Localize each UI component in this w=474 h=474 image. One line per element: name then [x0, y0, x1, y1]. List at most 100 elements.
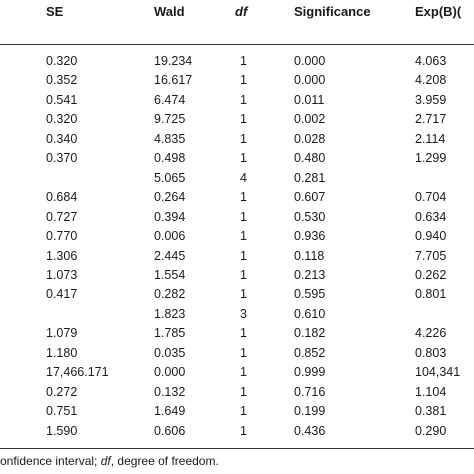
cell-se: 0.541	[46, 93, 78, 107]
cell-wald: 1.554	[154, 268, 186, 282]
header-expb: Exp(B)(	[415, 4, 462, 19]
cell-wald: 0.394	[154, 210, 186, 224]
cell-wald: 0.132	[154, 385, 186, 399]
cell-wald: 0.264	[154, 190, 186, 204]
cell-df: 1	[240, 210, 247, 224]
cell-wald: 9.725	[154, 112, 186, 126]
cell-df: 1	[240, 190, 247, 204]
cell-significance: 0.000	[294, 54, 326, 68]
cell-expb: 0.634	[415, 210, 447, 224]
cell-significance: 0.716	[294, 385, 326, 399]
cell-se: 1.590	[46, 424, 78, 438]
cell-df: 1	[240, 365, 247, 379]
cell-expb: 0.290	[415, 424, 447, 438]
cell-wald: 0.006	[154, 229, 186, 243]
cell-expb: 1.104	[415, 385, 447, 399]
cell-expb: 0.262	[415, 268, 447, 282]
cell-df: 1	[240, 249, 247, 263]
cell-df: 1	[240, 93, 247, 107]
cell-wald: 1.785	[154, 326, 186, 340]
cell-wald: 6.474	[154, 93, 186, 107]
cell-df: 1	[240, 404, 247, 418]
cell-significance: 0.118	[294, 249, 325, 263]
cell-significance: 0.199	[294, 404, 326, 418]
cell-df: 1	[240, 229, 247, 243]
cell-significance: 0.530	[294, 210, 326, 224]
cell-significance: 0.936	[294, 229, 326, 243]
table-footnote: onfidence interval; df, degree of freedo…	[0, 454, 219, 468]
cell-se: 0.684	[46, 190, 78, 204]
cell-expb: 4.226	[415, 326, 447, 340]
cell-wald: 19.234	[154, 54, 193, 68]
cell-df: 1	[240, 385, 247, 399]
cell-se: 0.320	[46, 54, 78, 68]
cell-expb: 0.803	[415, 346, 447, 360]
cell-significance: 0.480	[294, 151, 326, 165]
cell-significance: 0.281	[294, 171, 326, 185]
cell-se: 1.073	[46, 268, 78, 282]
cell-se: 0.340	[46, 132, 78, 146]
cell-significance: 0.999	[294, 365, 326, 379]
cell-se: 0.727	[46, 210, 78, 224]
cell-df: 1	[240, 151, 247, 165]
cell-se: 0.320	[46, 112, 78, 126]
cell-se: 1.079	[46, 326, 78, 340]
header-significance: Significance	[294, 4, 371, 19]
cell-se: 0.417	[46, 287, 78, 301]
cell-wald: 0.282	[154, 287, 186, 301]
cell-df: 1	[240, 132, 247, 146]
cell-se: 0.272	[46, 385, 78, 399]
cell-significance: 0.610	[294, 307, 326, 321]
cell-significance: 0.595	[294, 287, 326, 301]
cell-wald: 0.498	[154, 151, 186, 165]
cell-wald: 0.606	[154, 424, 186, 438]
footnote-part1: onfidence interval;	[0, 454, 101, 468]
cell-expb: 0.940	[415, 229, 447, 243]
cell-se: 0.370	[46, 151, 78, 165]
cell-se: 17,466.171	[46, 365, 109, 379]
cell-df: 3	[240, 307, 247, 321]
cell-df: 1	[240, 287, 247, 301]
cell-significance: 0.213	[294, 268, 326, 282]
cell-wald: 5.065	[154, 171, 186, 185]
cell-wald: 4.835	[154, 132, 186, 146]
cell-df: 1	[240, 424, 247, 438]
header-df: df	[235, 4, 248, 19]
cell-se: 0.751	[46, 404, 78, 418]
cell-wald: 1.823	[154, 307, 186, 321]
cell-expb: 4.063	[415, 54, 447, 68]
cell-significance: 0.436	[294, 424, 326, 438]
footnote-df-term: df	[100, 454, 111, 468]
cell-significance: 0.028	[294, 132, 326, 146]
header-se: SE	[46, 4, 64, 19]
cell-significance: 0.607	[294, 190, 326, 204]
cell-wald: 2.445	[154, 249, 186, 263]
cell-expb: 2.717	[415, 112, 447, 126]
cell-expb: 0.801	[415, 287, 447, 301]
cell-se: 0.352	[46, 73, 78, 87]
cell-significance: 0.182	[294, 326, 326, 340]
cell-expb: 4.208	[415, 73, 447, 87]
cell-expb: 104,341	[415, 365, 461, 379]
cell-se: 1.180	[46, 346, 78, 360]
header-rule	[0, 44, 474, 45]
cell-df: 1	[240, 346, 247, 360]
cell-se: 1.306	[46, 249, 78, 263]
cell-significance: 0.002	[294, 112, 326, 126]
cell-expb: 1.299	[415, 151, 447, 165]
cell-wald: 0.035	[154, 346, 186, 360]
cell-significance: 0.000	[294, 73, 326, 87]
cell-df: 1	[240, 268, 247, 282]
cell-wald: 16.617	[154, 73, 193, 87]
header-wald: Wald	[154, 4, 185, 19]
cell-expb: 0.704	[415, 190, 447, 204]
footnote-part2: , degree of freedom.	[110, 454, 219, 468]
cell-se: 0.770	[46, 229, 78, 243]
cell-df: 1	[240, 326, 247, 340]
cell-expb: 2.114	[415, 132, 446, 146]
cell-df: 1	[240, 73, 247, 87]
bottom-rule	[0, 448, 474, 449]
cell-df: 1	[240, 54, 247, 68]
cell-significance: 0.011	[294, 93, 325, 107]
cell-wald: 1.649	[154, 404, 186, 418]
